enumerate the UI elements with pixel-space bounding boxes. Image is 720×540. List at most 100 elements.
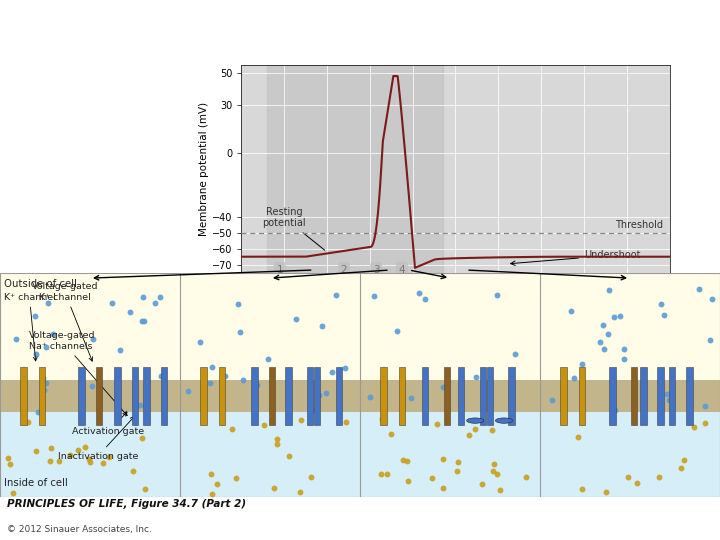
Text: Figure 34.7  The Course of an Action Potential (Part 2): Figure 34.7 The Course of an Action Pote… <box>9 10 420 25</box>
Point <box>252 380 264 389</box>
FancyBboxPatch shape <box>579 367 585 425</box>
Point <box>663 396 675 404</box>
Point <box>182 387 194 395</box>
Point <box>471 372 482 381</box>
Point <box>368 292 379 300</box>
Point <box>84 457 96 466</box>
Point <box>320 389 332 397</box>
Point <box>106 299 117 308</box>
Point <box>138 316 150 325</box>
FancyBboxPatch shape <box>631 367 637 425</box>
Point <box>149 299 161 308</box>
Text: Threshold: Threshold <box>615 220 663 231</box>
Point <box>689 422 701 431</box>
Point <box>364 393 376 401</box>
Point <box>45 444 57 453</box>
FancyBboxPatch shape <box>143 367 150 425</box>
Text: Voltage-gated
K⁺ channel: Voltage-gated K⁺ channel <box>32 282 98 361</box>
Point <box>614 312 626 320</box>
Point <box>125 308 136 316</box>
Point <box>419 295 431 303</box>
Text: Voltage-gated
Na⁺ channels: Voltage-gated Na⁺ channels <box>29 332 127 416</box>
Point <box>491 291 503 300</box>
Point <box>294 488 305 496</box>
FancyBboxPatch shape <box>314 367 320 425</box>
FancyBboxPatch shape <box>39 367 45 425</box>
FancyBboxPatch shape <box>508 367 515 425</box>
FancyBboxPatch shape <box>399 367 405 425</box>
Point <box>154 292 166 301</box>
Point <box>438 383 449 391</box>
Bar <box>0 411 180 497</box>
Point <box>6 489 18 497</box>
Bar <box>0 380 180 411</box>
Text: Outside of cell: Outside of cell <box>4 279 76 289</box>
Point <box>376 415 387 423</box>
Bar <box>540 380 720 411</box>
Point <box>693 284 705 293</box>
Point <box>290 315 302 323</box>
FancyBboxPatch shape <box>609 367 616 425</box>
Bar <box>267 65 443 273</box>
Point <box>84 455 95 463</box>
Point <box>72 446 84 455</box>
FancyBboxPatch shape <box>96 367 102 425</box>
Text: PRINCIPLES OF LIFE, Figure 34.7 (Part 2): PRINCIPLES OF LIFE, Figure 34.7 (Part 2) <box>7 499 246 509</box>
Point <box>565 306 577 315</box>
Point <box>37 374 48 383</box>
Y-axis label: Membrane potential (mV): Membrane potential (mV) <box>199 102 209 236</box>
FancyBboxPatch shape <box>269 367 275 425</box>
Point <box>48 329 59 338</box>
Circle shape <box>495 418 513 423</box>
Point <box>659 310 670 319</box>
Point <box>307 406 318 414</box>
Point <box>577 360 588 368</box>
Point <box>597 321 608 329</box>
Point <box>136 316 148 325</box>
Point <box>491 470 503 478</box>
FancyBboxPatch shape <box>114 367 121 425</box>
Point <box>65 451 76 460</box>
Point <box>662 390 673 399</box>
Point <box>699 418 711 427</box>
FancyBboxPatch shape <box>219 367 225 425</box>
FancyBboxPatch shape <box>422 367 428 425</box>
Point <box>609 406 621 415</box>
FancyBboxPatch shape <box>200 367 207 425</box>
Point <box>314 390 325 399</box>
Point <box>30 349 42 358</box>
Point <box>608 313 620 322</box>
Point <box>87 335 99 343</box>
Point <box>600 487 612 496</box>
Point <box>232 300 243 308</box>
Bar <box>540 411 720 497</box>
Point <box>487 467 499 475</box>
Point <box>295 415 307 424</box>
Point <box>30 447 42 456</box>
Point <box>38 386 50 395</box>
Text: 3: 3 <box>373 265 379 274</box>
FancyBboxPatch shape <box>686 367 693 425</box>
Point <box>705 335 716 344</box>
FancyBboxPatch shape <box>640 367 647 425</box>
Text: Inactivation gate: Inactivation gate <box>58 416 138 461</box>
Point <box>476 480 487 489</box>
Point <box>401 457 413 465</box>
Point <box>631 479 642 488</box>
Point <box>598 345 610 354</box>
Point <box>385 430 397 438</box>
Point <box>194 338 206 347</box>
Point <box>495 485 506 494</box>
Point <box>53 457 65 465</box>
Point <box>463 431 474 440</box>
Point <box>381 470 392 479</box>
Point <box>271 435 283 444</box>
Point <box>2 453 14 462</box>
Point <box>326 368 338 376</box>
Point <box>655 300 667 308</box>
FancyBboxPatch shape <box>480 367 486 425</box>
Point <box>602 329 613 338</box>
Point <box>618 345 629 353</box>
Point <box>451 467 463 475</box>
Point <box>402 477 413 485</box>
